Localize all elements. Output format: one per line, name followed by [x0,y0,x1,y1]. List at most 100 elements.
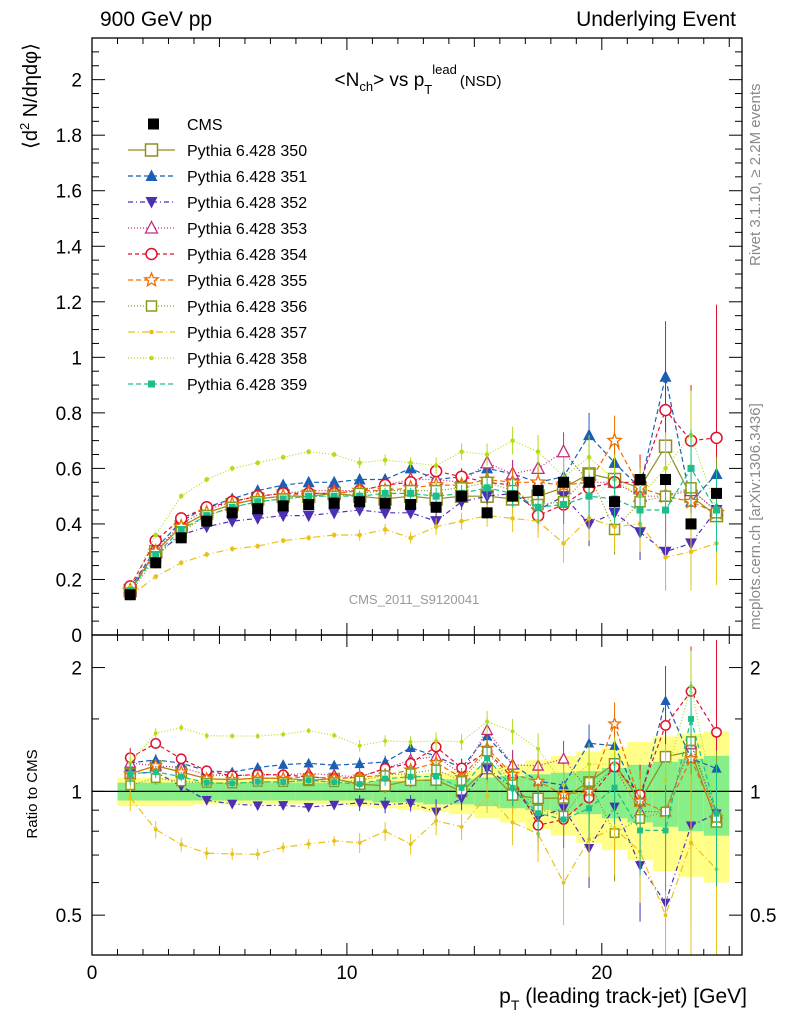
data-point [660,474,672,486]
data-point [255,460,260,466]
ratio-tick-label-right: 1 [750,782,761,803]
data-point [612,524,617,530]
data-point [558,476,570,488]
legend-marker [148,118,159,130]
legend-entry: Pythia 6.428 358 [128,351,307,368]
ratio-point [561,880,566,885]
y-tick-label: 0 [71,626,82,647]
data-point [178,493,184,499]
data-point [609,496,621,508]
header-right: Underlying Event [576,8,736,31]
data-point [303,498,315,510]
data-point [201,515,213,527]
ratio-line [129,686,718,814]
ratio-point [329,759,340,770]
data-point [405,498,417,510]
data-point [305,492,313,500]
ratio-point [689,840,693,845]
ratio-point [332,838,337,843]
data-point [687,464,695,472]
y-tick-label: 1.8 [56,126,82,147]
data-point [659,403,672,417]
ratio-point [713,810,720,817]
data-point [713,506,721,514]
legend-entry: Pythia 6.428 351 [128,169,307,186]
x-tick-label: 20 [591,963,612,984]
legend-label: CMS [187,117,223,134]
ratio-point [560,816,567,823]
legend-entry: Pythia 6.428 352 [128,195,307,212]
data-point [484,452,490,457]
ratio-point [383,829,388,834]
ratio-point [255,734,260,739]
data-point [381,489,389,497]
legend-label: Pythia 6.428 354 [187,247,307,264]
ratio-point [229,780,236,787]
data-point [433,463,439,468]
series-line [129,514,717,597]
series-line [129,450,717,589]
data-point [556,443,571,458]
series-line [129,376,717,589]
ratio-point [405,798,416,809]
data-point [279,495,287,503]
series-line [129,439,717,591]
data-point [459,518,464,524]
y-tick-label: 0.6 [56,459,82,480]
legend-entry: Pythia 6.428 355 [128,271,307,290]
ratio-point [227,799,238,810]
data-point [583,476,595,488]
data-point [330,492,338,500]
ratio-point [280,779,287,785]
ratio-tick-label: 0.5 [56,906,82,927]
legend-marker [148,380,155,388]
axes: 0 10 20 0 0.2 0.4 0.6 0.8 1 1.2 1.4 1.6 1.8 2 0.5 0.5 1 1… [56,38,776,984]
ratio-point [583,737,595,748]
legend-label: Pythia 6.428 356 [187,299,307,316]
data-point [382,527,388,532]
ratio-point [509,784,516,791]
ratio-line [130,729,718,814]
ratio-point [380,800,391,811]
data-point [153,574,159,579]
ratio-point [230,851,235,856]
legend-entry: Pythia 6.428 357 [128,325,307,342]
data-point [229,546,235,552]
ratio-point [433,773,440,780]
ratio-point [688,715,694,722]
legend-entry: Pythia 6.428 359 [128,377,307,394]
ratio-line [130,698,717,803]
data-point [124,589,136,601]
ratio-point [252,801,263,812]
data-point [353,473,366,485]
chart-title: <Nch> vs pTlead(NSD) [335,62,502,97]
ratio-point [357,743,362,748]
legend-marker [145,247,158,261]
ratio-point [128,760,133,765]
data-point [280,538,286,543]
data-point [252,503,264,515]
ratio-point [178,773,185,780]
data-point [507,490,519,502]
ratio-point [408,842,413,846]
legend-entry-cms: CMS [148,117,223,134]
series-cms-data [124,473,723,601]
data-point [357,460,362,466]
y-tick-label: 1.4 [56,237,83,258]
analysis-watermark: CMS_2011_S9120041 [349,592,480,607]
ratio-point [484,755,491,762]
ratio-point [278,759,289,769]
data-point [204,552,210,557]
data-point [204,477,210,482]
series-pythia-6.428-357 [127,496,719,955]
ratio-point [306,842,311,846]
data-point [229,466,235,471]
ratio-point [329,800,340,811]
data-point [328,507,341,520]
series-pythia-6.428-352 [124,468,723,955]
data-point [153,532,159,538]
ratio-point [408,739,413,744]
ratio-line [130,718,718,832]
data-point [532,485,544,497]
data-point [302,475,315,488]
